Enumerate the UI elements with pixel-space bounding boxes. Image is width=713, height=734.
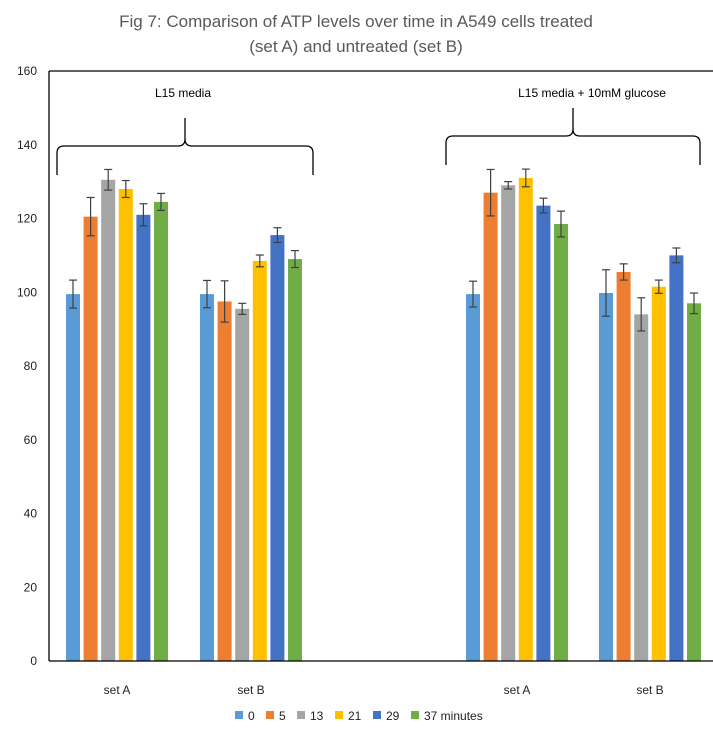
error-bar — [602, 269, 610, 317]
bar — [136, 214, 151, 661]
group-brace-l15-media — [56, 118, 314, 175]
y-tick-label: 0 — [30, 654, 37, 668]
legend-swatch — [411, 711, 419, 719]
legend-item: 29 — [373, 709, 400, 723]
error-bar — [69, 279, 77, 309]
x-category-label: set A — [504, 683, 531, 697]
bar — [101, 179, 116, 661]
error-bar — [273, 227, 282, 244]
error-bar — [255, 254, 264, 268]
y-tick-label: 160 — [17, 64, 37, 78]
legend-label: 13 — [310, 709, 324, 723]
error-bar — [690, 292, 698, 315]
bar — [252, 260, 267, 661]
bar — [217, 301, 232, 661]
y-tick-label: 120 — [17, 212, 37, 226]
chart-title-line-1: Fig 7: Comparison of ATP levels over tim… — [119, 12, 593, 31]
legend-swatch — [266, 711, 274, 719]
bar — [154, 201, 168, 661]
legend-label: 5 — [279, 709, 286, 723]
error-bar — [157, 192, 165, 211]
error-bar — [139, 203, 148, 227]
error-bar — [672, 247, 681, 264]
legend-label: 21 — [348, 709, 362, 723]
error-bar — [637, 297, 646, 332]
x-category-label: set B — [237, 683, 264, 697]
error-bar — [486, 168, 495, 217]
y-tick-label: 140 — [17, 138, 37, 152]
legend: 0 5 13 21 29 37 minutes — [235, 709, 483, 723]
bar — [616, 271, 631, 661]
y-axis: 0 20 40 60 80 100 120 140 160 — [17, 64, 37, 668]
error-bar — [238, 302, 247, 315]
legend-swatch — [335, 711, 343, 719]
y-tick-label: 60 — [24, 433, 38, 447]
error-bar — [557, 210, 565, 238]
bar — [466, 294, 480, 661]
legend-item: 0 — [235, 709, 255, 723]
legend-item: 5 — [266, 709, 286, 723]
chart-title-line-2: (set A) and untreated (set B) — [249, 37, 463, 56]
legend-item: 21 — [335, 709, 362, 723]
x-category-label: set B — [636, 683, 663, 697]
error-bar — [654, 279, 663, 294]
bar — [270, 235, 285, 661]
x-category-label: set A — [104, 683, 131, 697]
bar — [669, 255, 684, 661]
y-tick-label: 20 — [24, 580, 38, 594]
bar — [536, 205, 551, 661]
bar — [634, 314, 649, 661]
error-bar — [121, 179, 130, 199]
bar — [518, 177, 533, 661]
legend-label: 29 — [386, 709, 400, 723]
bar — [83, 216, 98, 661]
error-bars-group — [69, 168, 698, 332]
error-bar — [104, 168, 113, 191]
legend-item: 37 minutes — [411, 709, 483, 723]
group-label-l15-media: L15 media — [155, 86, 211, 100]
legend-label: 37 minutes — [424, 709, 483, 723]
group-brace-l15-glucose — [445, 108, 701, 165]
legend-label: 0 — [248, 709, 255, 723]
group-label-l15-glucose: L15 media + 10mM glucose — [518, 86, 666, 100]
error-bar — [619, 263, 628, 281]
bar — [651, 286, 666, 661]
bar — [501, 185, 516, 661]
y-tick-label: 80 — [24, 359, 38, 373]
error-bar — [86, 196, 95, 237]
error-bar — [539, 197, 548, 214]
error-bar — [203, 279, 211, 309]
y-tick-label: 100 — [17, 285, 37, 299]
error-bar — [504, 181, 513, 190]
bar — [288, 259, 302, 661]
bar — [483, 192, 498, 661]
bar — [599, 292, 613, 661]
bar — [118, 189, 133, 661]
legend-swatch — [297, 711, 305, 719]
bar — [554, 224, 568, 661]
legend-swatch — [235, 711, 243, 719]
error-bar — [220, 280, 229, 323]
bar — [66, 294, 80, 661]
bar — [200, 294, 214, 661]
error-bar — [469, 280, 477, 308]
error-bar — [291, 249, 299, 269]
x-axis-categories: set A set B set A set B — [104, 683, 664, 697]
error-bar — [521, 168, 530, 188]
legend-swatch — [373, 711, 381, 719]
legend-item: 13 — [297, 709, 324, 723]
y-tick-label: 40 — [24, 507, 38, 521]
bar-series-group — [66, 177, 701, 661]
bar — [687, 303, 701, 661]
bar — [235, 308, 250, 661]
